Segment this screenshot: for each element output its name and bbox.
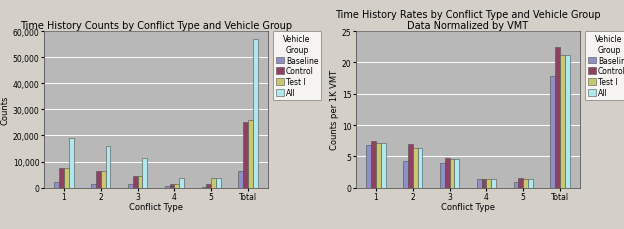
Bar xyxy=(482,180,487,188)
Legend: Baseline, Control, Test I, All: Baseline, Control, Test I, All xyxy=(273,32,321,101)
Bar xyxy=(248,120,253,188)
Bar xyxy=(64,168,69,188)
Bar xyxy=(69,139,74,188)
Bar xyxy=(555,48,560,188)
Bar xyxy=(454,160,459,188)
Bar xyxy=(54,183,59,188)
Bar xyxy=(100,171,105,188)
Bar xyxy=(371,141,376,188)
Bar xyxy=(514,182,519,188)
Bar xyxy=(524,179,528,188)
Bar xyxy=(207,184,212,188)
Bar xyxy=(238,171,243,188)
Bar xyxy=(59,168,64,188)
Bar xyxy=(376,143,381,188)
Bar xyxy=(170,185,175,188)
Bar xyxy=(449,160,454,188)
Bar xyxy=(137,176,142,188)
Bar xyxy=(216,179,221,188)
Bar xyxy=(412,149,417,188)
Bar xyxy=(408,144,412,188)
Bar xyxy=(381,143,386,188)
Bar xyxy=(212,179,216,188)
Bar xyxy=(565,56,570,188)
Legend: Baseline, Control, Test I, All: Baseline, Control, Test I, All xyxy=(585,32,624,101)
Bar xyxy=(417,149,422,188)
Bar xyxy=(96,171,100,188)
Bar xyxy=(519,178,524,188)
Bar xyxy=(477,180,482,188)
Bar xyxy=(91,184,96,188)
Bar xyxy=(528,179,533,188)
Bar xyxy=(105,146,110,188)
Bar xyxy=(366,145,371,188)
Title: Time History Counts by Conflict Type and Vehicle Group: Time History Counts by Conflict Type and… xyxy=(20,21,292,31)
Bar xyxy=(133,176,137,188)
Title: Time History Rates by Conflict Type and Vehicle Group
Data Normalized by VMT: Time History Rates by Conflict Type and … xyxy=(335,10,601,31)
Bar xyxy=(128,184,133,188)
X-axis label: Conflict Type: Conflict Type xyxy=(441,202,495,211)
Bar xyxy=(243,123,248,188)
Bar xyxy=(403,162,408,188)
Y-axis label: Counts per 1K VMT: Counts per 1K VMT xyxy=(330,70,339,150)
Bar xyxy=(175,184,179,188)
X-axis label: Conflict Type: Conflict Type xyxy=(129,202,183,211)
Bar xyxy=(253,40,258,188)
Bar xyxy=(179,179,184,188)
Bar xyxy=(445,158,449,188)
Bar xyxy=(487,180,491,188)
Bar xyxy=(560,56,565,188)
Bar xyxy=(165,186,170,188)
Bar xyxy=(550,77,555,188)
Y-axis label: Counts: Counts xyxy=(1,95,10,125)
Bar xyxy=(202,187,207,188)
Bar xyxy=(440,164,445,188)
Bar xyxy=(142,158,147,188)
Bar xyxy=(491,179,496,188)
